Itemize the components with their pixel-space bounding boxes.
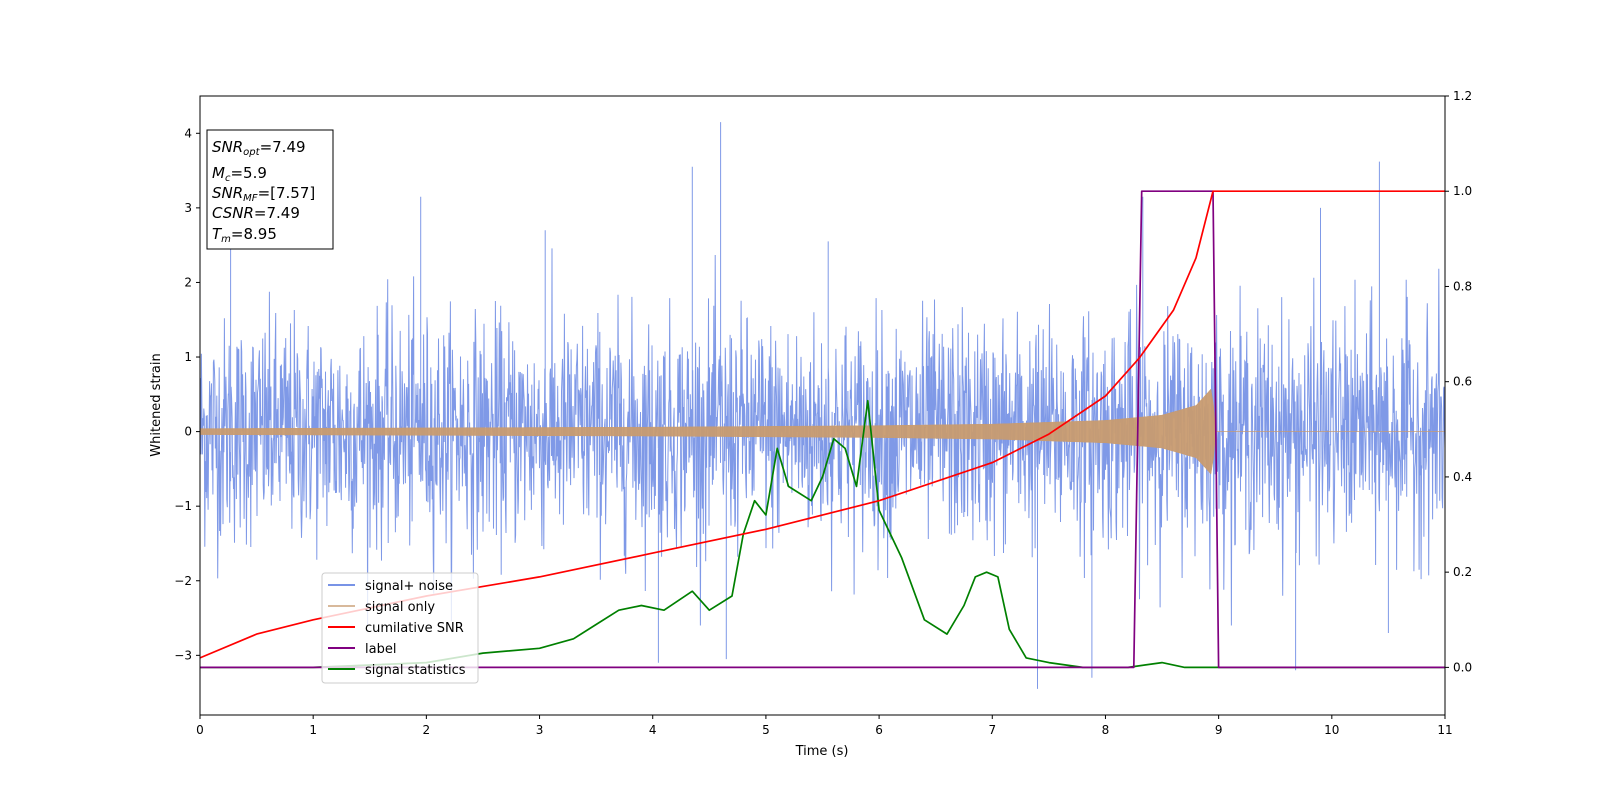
legend-item-signal-statistics: signal statistics (328, 663, 466, 678)
series-signal-only (199, 388, 1445, 475)
y-left-tick-label: −2 (174, 574, 192, 588)
y-right-tick-label: 0.2 (1453, 565, 1472, 579)
y-right-tick-label: 1.0 (1453, 184, 1472, 198)
left-y-axis-ticks: −3 −2 −1 0 1 2 3 4 (174, 126, 200, 662)
annotation-snr-mf: SNRMF=[7.57] (212, 184, 315, 204)
legend-label-signal-statistics: signal statistics (365, 663, 466, 678)
x-axis-ticks: 0 1 2 3 4 5 6 7 8 9 10 11 (196, 715, 1453, 737)
legend-item-signal-only: signal only (328, 600, 435, 615)
x-tick-label: 8 (1102, 723, 1110, 737)
legend-label-signal-only: signal only (365, 600, 435, 615)
y-left-tick-label: 1 (184, 350, 192, 364)
x-tick-label: 0 (196, 723, 204, 737)
legend-label-cumulative-snr: cumilative SNR (365, 621, 464, 636)
y-right-tick-label: 0.8 (1453, 279, 1472, 293)
y-left-tick-label: −3 (174, 648, 192, 662)
legend-label-signal-noise: signal+ noise (365, 579, 453, 594)
x-tick-label: 1 (309, 723, 317, 737)
y-left-tick-label: −1 (174, 499, 192, 513)
annotation-snr-opt: SNRopt=7.49 (212, 138, 306, 158)
y-right-tick-label: 0.0 (1453, 660, 1472, 674)
y-left-tick-label: 4 (184, 126, 192, 140)
x-tick-label: 3 (536, 723, 544, 737)
right-y-axis-ticks: 0.0 0.2 0.4 0.6 0.8 1.0 1.2 (1445, 89, 1472, 674)
y-left-tick-label: 3 (184, 201, 192, 215)
annotation-mc: Mc=5.9 (212, 164, 267, 184)
y-right-tick-label: 1.2 (1453, 89, 1472, 103)
y-right-tick-label: 0.6 (1453, 375, 1472, 389)
legend-item-cumulative-snr: cumilative SNR (328, 621, 464, 636)
x-tick-label: 10 (1324, 723, 1339, 737)
x-tick-label: 4 (649, 723, 657, 737)
series-label (200, 190, 1445, 669)
axes-frame (199, 95, 1446, 716)
y-left-tick-label: 2 (184, 275, 192, 289)
series-signal-statistics (200, 399, 1445, 669)
x-tick-label: 11 (1437, 723, 1452, 737)
legend-item-label: label (328, 642, 396, 657)
annotation-box: SNRopt=7.49 Mc=5.9 SNRMF=[7.57] CSNR=7.4… (206, 129, 334, 250)
series-signal-noise (199, 122, 1446, 689)
x-tick-label: 5 (762, 723, 770, 737)
legend: signal+ noise signal only cumilative SNR… (321, 572, 479, 684)
y-left-tick-label: 0 (184, 425, 192, 439)
x-tick-label: 7 (988, 723, 996, 737)
x-tick-label: 6 (875, 723, 883, 737)
legend-item-signal-noise: signal+ noise (328, 579, 453, 594)
annotation-csnr: CSNR=7.49 (212, 204, 300, 222)
x-tick-label: 9 (1215, 723, 1223, 737)
x-axis-label: Time (s) (795, 744, 849, 759)
x-tick-label: 2 (423, 723, 431, 737)
legend-label-label: label (365, 642, 396, 657)
y-right-tick-label: 0.4 (1453, 470, 1472, 484)
annotation-tm: Tm=8.95 (212, 225, 277, 245)
y-axis-label: Whitened strain (149, 353, 164, 456)
